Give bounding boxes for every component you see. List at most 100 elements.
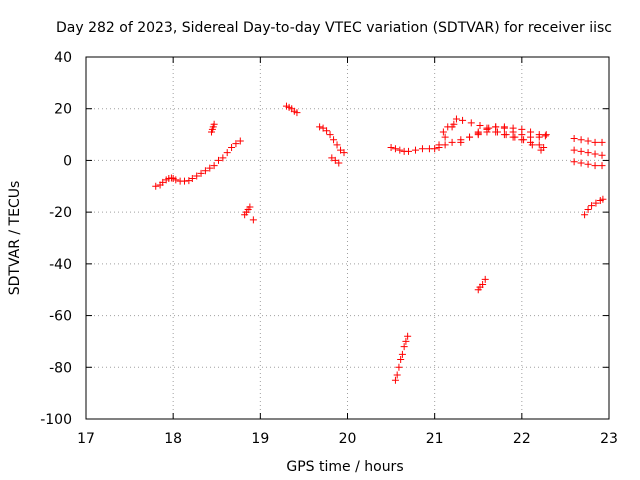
- data-point: [330, 136, 338, 144]
- data-point: [193, 172, 201, 180]
- data-point: [479, 281, 487, 289]
- data-point: [249, 216, 257, 224]
- x-tick-label: 18: [164, 431, 182, 447]
- y-tick-label: 40: [54, 50, 72, 66]
- data-point: [411, 146, 419, 154]
- data-point: [500, 124, 508, 132]
- series-s13: [474, 123, 549, 141]
- data-point: [570, 146, 578, 154]
- data-point: [404, 332, 412, 340]
- data-point: [452, 115, 460, 123]
- series-s02: [172, 137, 244, 185]
- data-point: [584, 206, 592, 214]
- data-point: [598, 138, 606, 146]
- data-point: [197, 169, 205, 177]
- data-point: [232, 140, 240, 148]
- y-tick-label: -40: [49, 257, 72, 273]
- data-point: [591, 162, 599, 170]
- y-tick-label: 20: [54, 102, 72, 118]
- data-point: [201, 167, 209, 175]
- data-point: [541, 132, 549, 140]
- data-point: [528, 141, 536, 149]
- data-point: [481, 275, 489, 283]
- series-s17: [570, 146, 606, 159]
- series-s05: [282, 102, 301, 117]
- data-point: [474, 128, 482, 136]
- data-point: [581, 211, 589, 219]
- data-point: [228, 144, 236, 151]
- data-point: [450, 120, 458, 128]
- x-tick-label: 17: [77, 431, 95, 447]
- data-point: [398, 350, 406, 358]
- data-point: [570, 158, 578, 166]
- x-tick-label: 19: [251, 431, 269, 447]
- data-point: [405, 147, 413, 155]
- data-point: [577, 159, 585, 167]
- data-point: [592, 199, 600, 207]
- data-point: [570, 134, 578, 142]
- data-point: [502, 131, 510, 139]
- data-point: [467, 119, 475, 127]
- data-point: [584, 149, 592, 157]
- data-point: [387, 144, 395, 151]
- y-axis-label: SDTVAR / TECUs: [7, 181, 23, 296]
- data-point: [397, 356, 405, 364]
- data-point: [418, 145, 426, 153]
- data-point: [444, 123, 452, 131]
- y-tick-label: -80: [49, 360, 72, 376]
- data-point: [518, 131, 526, 139]
- data-point: [188, 175, 196, 183]
- x-tick-label: 21: [426, 431, 444, 447]
- data-point: [535, 141, 543, 149]
- data-point: [340, 149, 348, 157]
- data-point: [537, 146, 545, 154]
- data-point: [591, 150, 599, 158]
- data-point: [180, 177, 188, 185]
- series-s03: [208, 120, 218, 136]
- x-tick-label: 20: [339, 431, 357, 447]
- data-point: [431, 145, 439, 153]
- data-point: [459, 116, 467, 124]
- series-s01: [152, 174, 177, 190]
- data-point: [395, 363, 403, 371]
- data-point: [457, 138, 465, 146]
- series-s08: [387, 144, 439, 155]
- series-s07: [328, 154, 343, 167]
- x-tick-labels: 17 18 19 20 21 22 23: [77, 431, 618, 447]
- y-tick-label: 0: [63, 153, 72, 169]
- data-point: [223, 149, 231, 157]
- data-point: [591, 138, 599, 146]
- data-point: [391, 376, 399, 384]
- data-point: [584, 137, 592, 145]
- data-point: [466, 133, 474, 141]
- data-point: [511, 133, 519, 141]
- data-point: [441, 133, 449, 141]
- data-point: [535, 133, 543, 141]
- grid-lines: [86, 57, 609, 419]
- x-tick-label: 23: [600, 431, 618, 447]
- y-tick-label: -20: [49, 205, 72, 221]
- data-series: [152, 102, 607, 384]
- data-point: [293, 109, 301, 117]
- y-tick-labels: -100 -80 -60 -40 -20 0 20 40: [40, 50, 72, 428]
- data-point: [520, 136, 528, 144]
- data-point: [210, 162, 218, 170]
- data-point: [152, 182, 160, 190]
- axis-ticks: [85, 56, 610, 420]
- data-point: [246, 203, 254, 211]
- y-tick-label: -60: [49, 309, 72, 325]
- data-point: [396, 146, 404, 154]
- data-point: [210, 120, 218, 128]
- data-point: [542, 131, 550, 139]
- x-axis-label: GPS time / hours: [286, 459, 403, 475]
- data-point: [483, 124, 491, 132]
- data-point: [448, 138, 456, 146]
- data-point: [316, 123, 324, 131]
- chart-title: Day 282 of 2023, Sidereal Day-to-day VTE…: [56, 20, 612, 36]
- data-point: [219, 154, 227, 162]
- data-point: [214, 156, 222, 164]
- y-tick-label: -100: [40, 412, 72, 428]
- data-point: [577, 136, 585, 144]
- data-point: [598, 162, 606, 170]
